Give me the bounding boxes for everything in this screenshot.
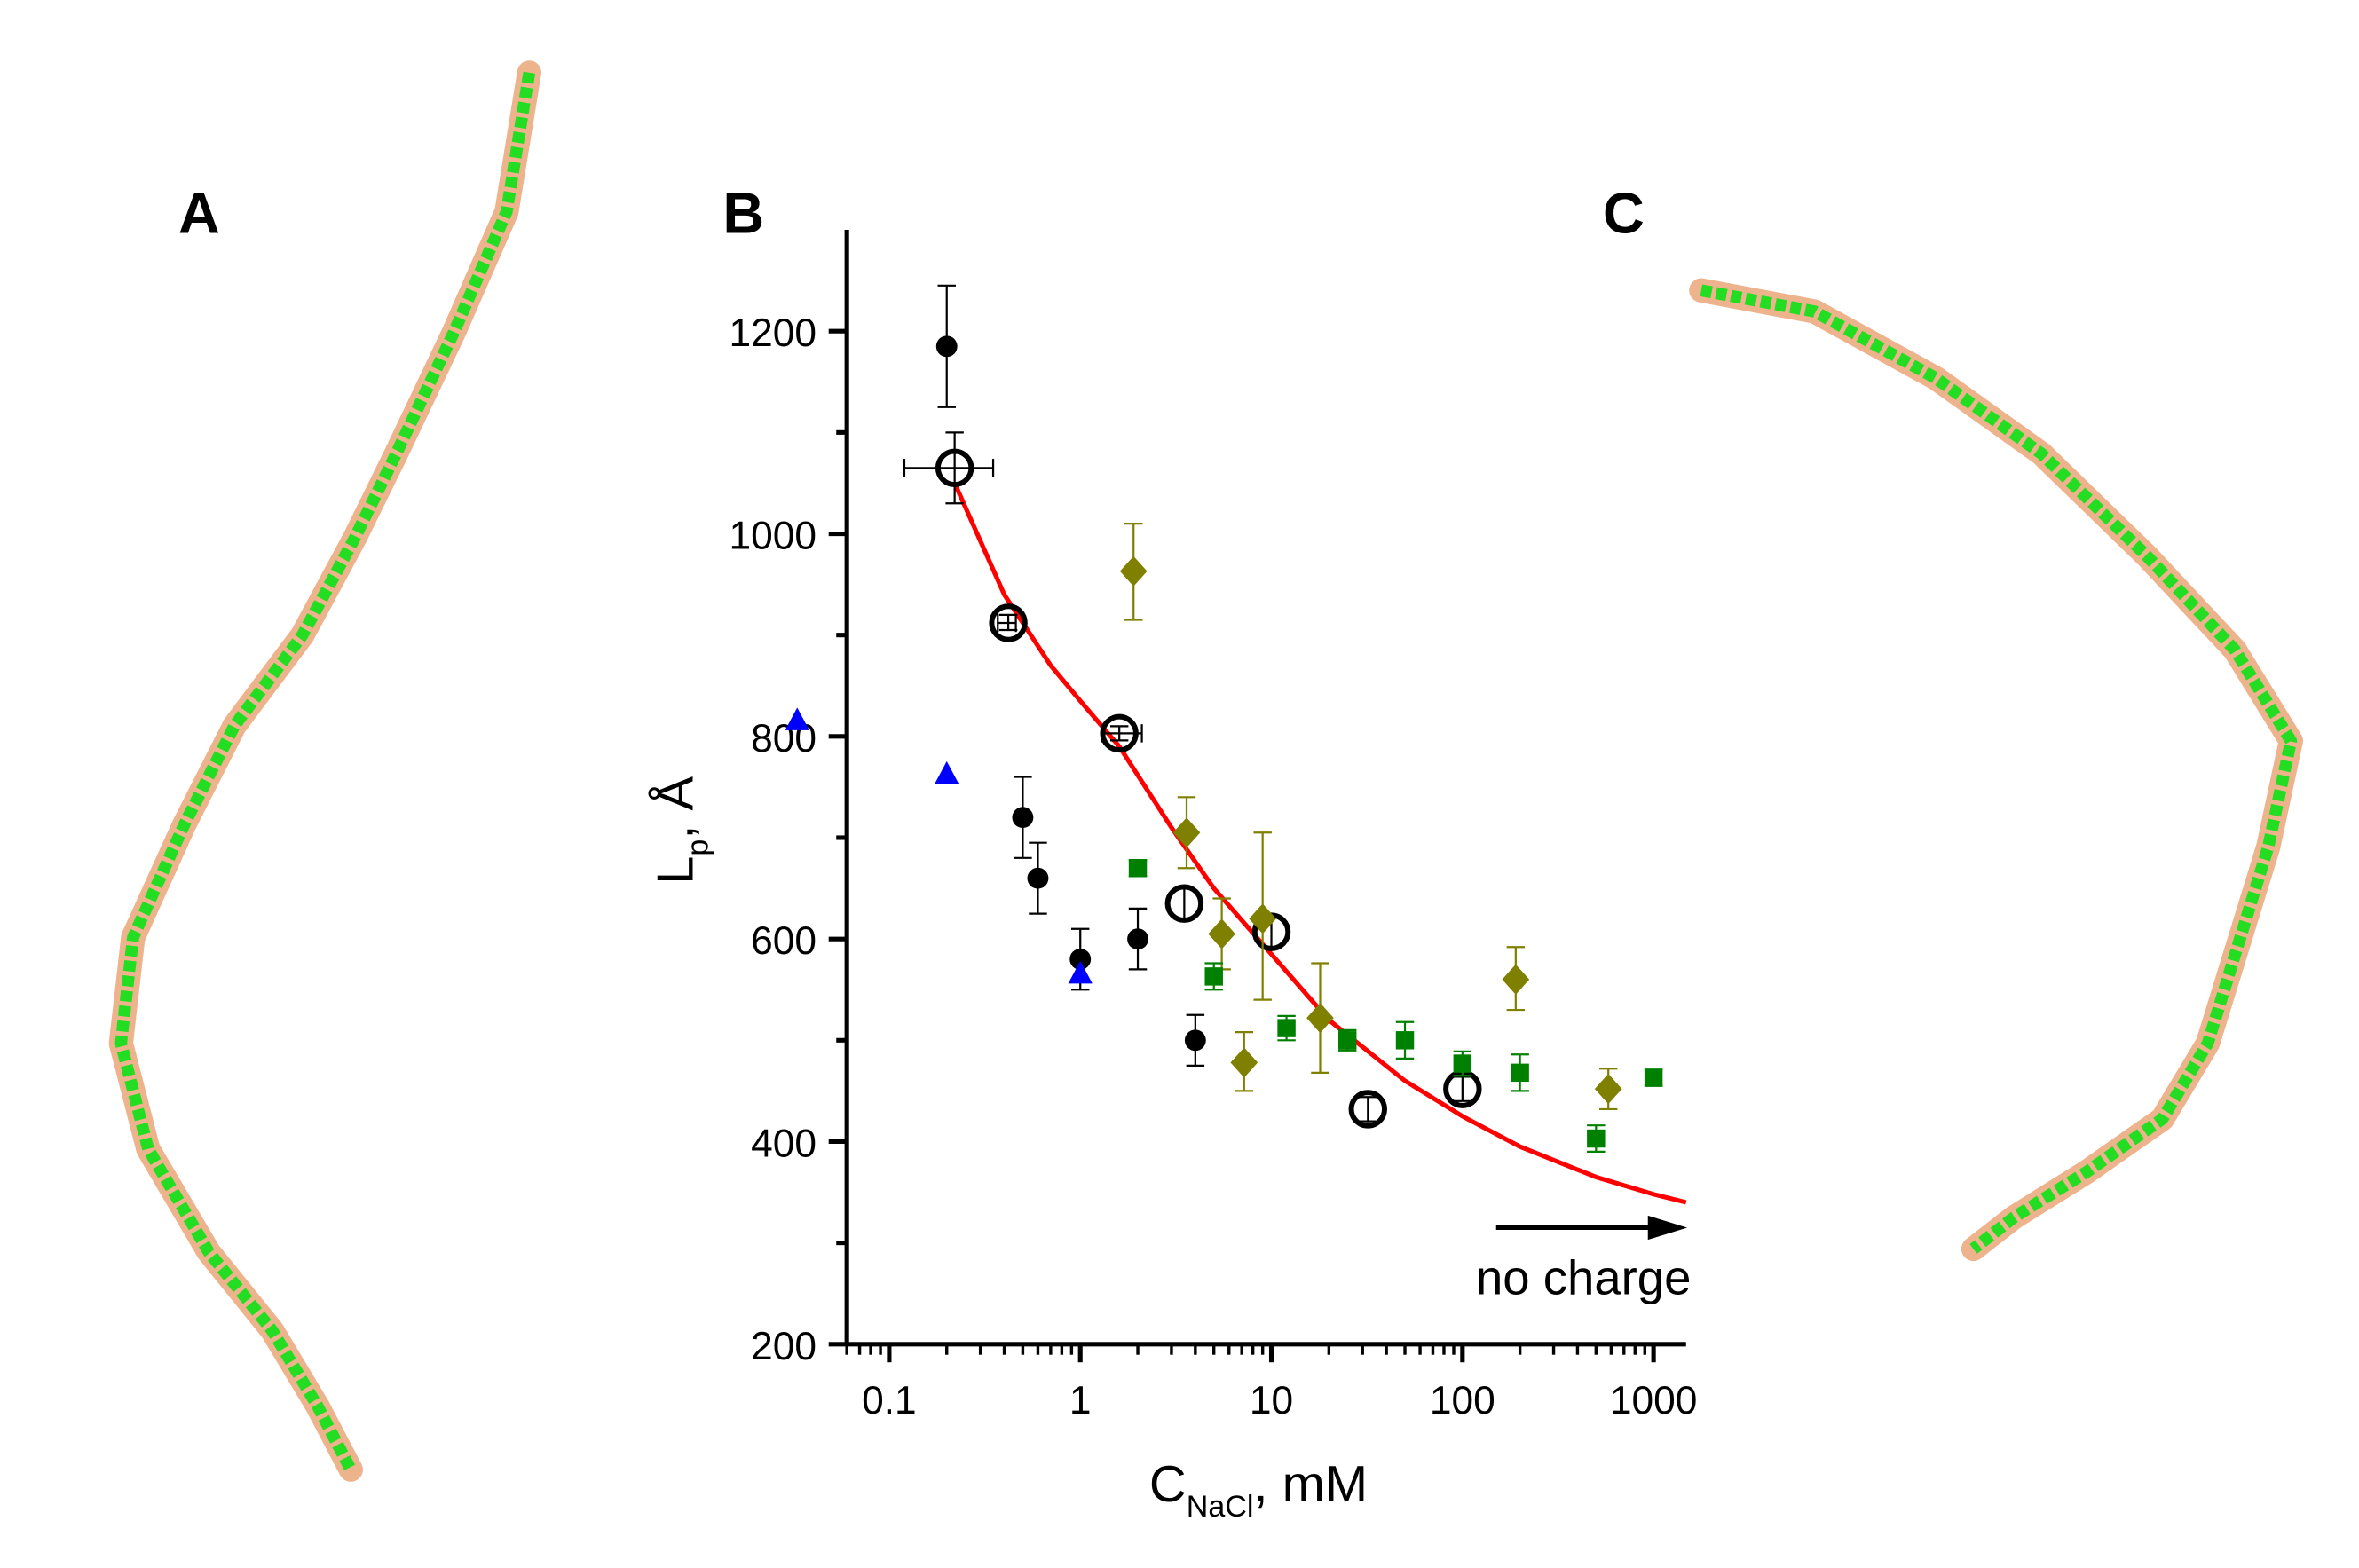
black-filled-circles-point — [1027, 841, 1049, 915]
chain-beads — [1700, 284, 2298, 1254]
marker-square — [1204, 967, 1223, 986]
marker-filled-circle — [1069, 949, 1092, 970]
green-squares-point — [1277, 1014, 1296, 1042]
polymer-chain-a — [108, 60, 541, 1482]
olive-diamonds-point — [1502, 946, 1530, 1012]
axes: 200 400 600 800 1000 1200 0.1 1 10 100 1000 — [730, 230, 1698, 1422]
marker-diamond — [1249, 903, 1277, 934]
marker-triangle — [1068, 960, 1093, 984]
marker-filled-circle — [1012, 807, 1034, 829]
x-tick-label: 0.1 — [862, 1379, 917, 1422]
olive-diamonds-point — [1172, 796, 1201, 870]
marker-triangle — [785, 707, 809, 730]
black-filled-circles-point — [1012, 776, 1034, 859]
open-circles-point — [1100, 713, 1143, 753]
green-squares-point — [1395, 1020, 1415, 1060]
green-squares-point — [1587, 1124, 1606, 1153]
marker-square — [1395, 1031, 1415, 1050]
marker-square — [1277, 1019, 1296, 1037]
marker-open-circle — [1100, 713, 1139, 753]
chain-beads — [114, 71, 536, 1473]
y-tick-label: 200 — [751, 1325, 817, 1368]
y-tick-label: 600 — [751, 919, 817, 963]
panel-label-c: C — [1603, 180, 1645, 245]
green-squares-point — [1453, 1050, 1472, 1077]
x-tick-label: 1000 — [1610, 1379, 1698, 1422]
x-tick-label: 10 — [1250, 1379, 1293, 1422]
marker-square — [1337, 1031, 1357, 1050]
panel-label-a: A — [178, 180, 220, 245]
open-circles-point — [1164, 884, 1204, 923]
y-axis-label: Lp, Å — [647, 776, 714, 884]
marker-open-circle — [1164, 884, 1204, 923]
marker-filled-circle — [935, 335, 958, 358]
marker-filled-circle — [1127, 928, 1148, 950]
chain-backbone — [108, 60, 541, 1482]
marker-square — [1587, 1129, 1606, 1148]
blue-triangles-point — [935, 760, 959, 784]
green-squares-point — [1337, 1028, 1357, 1052]
open-circles-point — [903, 431, 995, 505]
olive-diamonds-point — [1306, 962, 1334, 1074]
marker-open-circle — [935, 448, 974, 488]
green-squares-point — [1511, 1053, 1529, 1092]
marker-open-circle — [989, 603, 1028, 642]
black-filled-circles-point — [1127, 907, 1148, 971]
marker-diamond — [1594, 1074, 1622, 1105]
blue-triangles-point — [1068, 960, 1093, 984]
fit-curve — [952, 482, 1687, 1205]
marker-triangle — [935, 760, 959, 784]
marker-filled-circle — [1184, 1029, 1206, 1052]
marker-diamond — [1119, 555, 1148, 587]
fit-curve-line — [952, 482, 1687, 1205]
marker-diamond — [1230, 1047, 1258, 1078]
arrow-head-icon — [1647, 1215, 1688, 1241]
open-circles-point — [1348, 1090, 1388, 1129]
data-points — [785, 284, 1663, 1153]
green-squares-point — [1128, 858, 1148, 878]
y-tick-label: 400 — [751, 1122, 817, 1165]
black-filled-circles-point — [935, 284, 958, 408]
chain-backbone — [1689, 278, 2303, 1262]
marker-diamond — [1502, 964, 1530, 995]
no-charge-annotation: no charge — [1476, 1251, 1691, 1305]
x-tick-label: 100 — [1430, 1379, 1495, 1422]
marker-filled-circle — [1027, 867, 1049, 889]
olive-diamonds-point — [1594, 1068, 1622, 1111]
black-filled-circles-point — [1184, 1013, 1206, 1067]
y-tick-label: 800 — [751, 717, 817, 760]
olive-diamonds-point — [1230, 1031, 1258, 1092]
panel-label-b: B — [722, 180, 764, 245]
open-circles-point — [989, 603, 1028, 642]
marker-open-circle — [1348, 1090, 1388, 1129]
marker-square — [1644, 1068, 1663, 1087]
y-tick-label: 1200 — [730, 311, 817, 355]
open-circles-point — [1443, 1069, 1482, 1108]
marker-diamond — [1306, 1003, 1334, 1034]
blue-triangles-point — [785, 707, 809, 730]
olive-diamonds-point — [1249, 831, 1277, 1001]
olive-diamonds-point — [1119, 522, 1148, 621]
green-squares-point — [1204, 962, 1223, 991]
marker-diamond — [1172, 817, 1201, 848]
y-tick-label: 1000 — [730, 515, 817, 558]
marker-square — [1453, 1054, 1472, 1073]
marker-square — [1511, 1063, 1529, 1083]
green-squares-point — [1644, 1068, 1663, 1087]
marker-diamond — [1208, 918, 1235, 949]
x-tick-label: 1 — [1069, 1379, 1092, 1422]
polymer-chain-c — [1689, 278, 2303, 1262]
marker-square — [1128, 859, 1148, 878]
x-axis-label: CNaCl, mM — [1149, 1456, 1368, 1524]
